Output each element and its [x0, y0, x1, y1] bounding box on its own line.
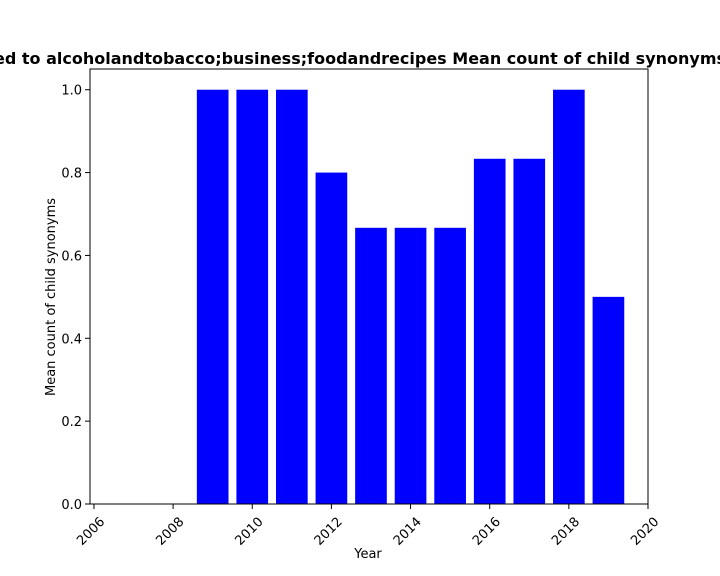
bars-group: [196, 89, 625, 505]
bar-2011: [276, 89, 308, 504]
y-tick-label: 0.8: [61, 167, 82, 182]
bar-2010: [236, 89, 269, 504]
y-tick-label: 0.6: [61, 249, 82, 264]
x-tick-label: 2020: [628, 515, 662, 549]
x-tick-label: 2014: [391, 515, 425, 549]
bar-2015: [434, 227, 466, 504]
y-axis-ticks: 0.0 0.2 0.4 0.6 0.8 1.0: [61, 84, 90, 513]
plot-frame: [89, 68, 649, 505]
bar-2012: [315, 172, 348, 505]
bar-2019: [592, 296, 625, 504]
y-tick-label: 1.0: [61, 84, 82, 99]
y-axis-label: Mean count of child synonyms: [44, 198, 59, 396]
y-tick-label: 0.2: [61, 415, 82, 430]
x-tick-label: 2010: [233, 515, 267, 549]
x-tick-label: 2016: [470, 515, 504, 549]
x-tick-label: 2006: [74, 515, 108, 549]
y-tick-label: 0.0: [61, 498, 82, 513]
x-tick-label: 2012: [312, 515, 346, 549]
x-tick-label: 2008: [153, 515, 187, 549]
bar-2016: [473, 158, 506, 505]
x-axis-label: Year: [353, 547, 382, 562]
chart-title: ed to alcoholandtobacco;business;foodand…: [0, 49, 720, 68]
bar-2017: [513, 158, 546, 505]
bar-2013: [355, 227, 387, 504]
x-tick-label: 2018: [549, 515, 583, 549]
bar-2014: [394, 227, 427, 504]
x-axis-ticks: 2006 2008 2010 2012 2014 2016 2018 2020: [74, 504, 662, 549]
bar-2018: [553, 89, 585, 504]
bar-2009: [196, 89, 229, 504]
y-tick-label: 0.4: [61, 332, 82, 347]
